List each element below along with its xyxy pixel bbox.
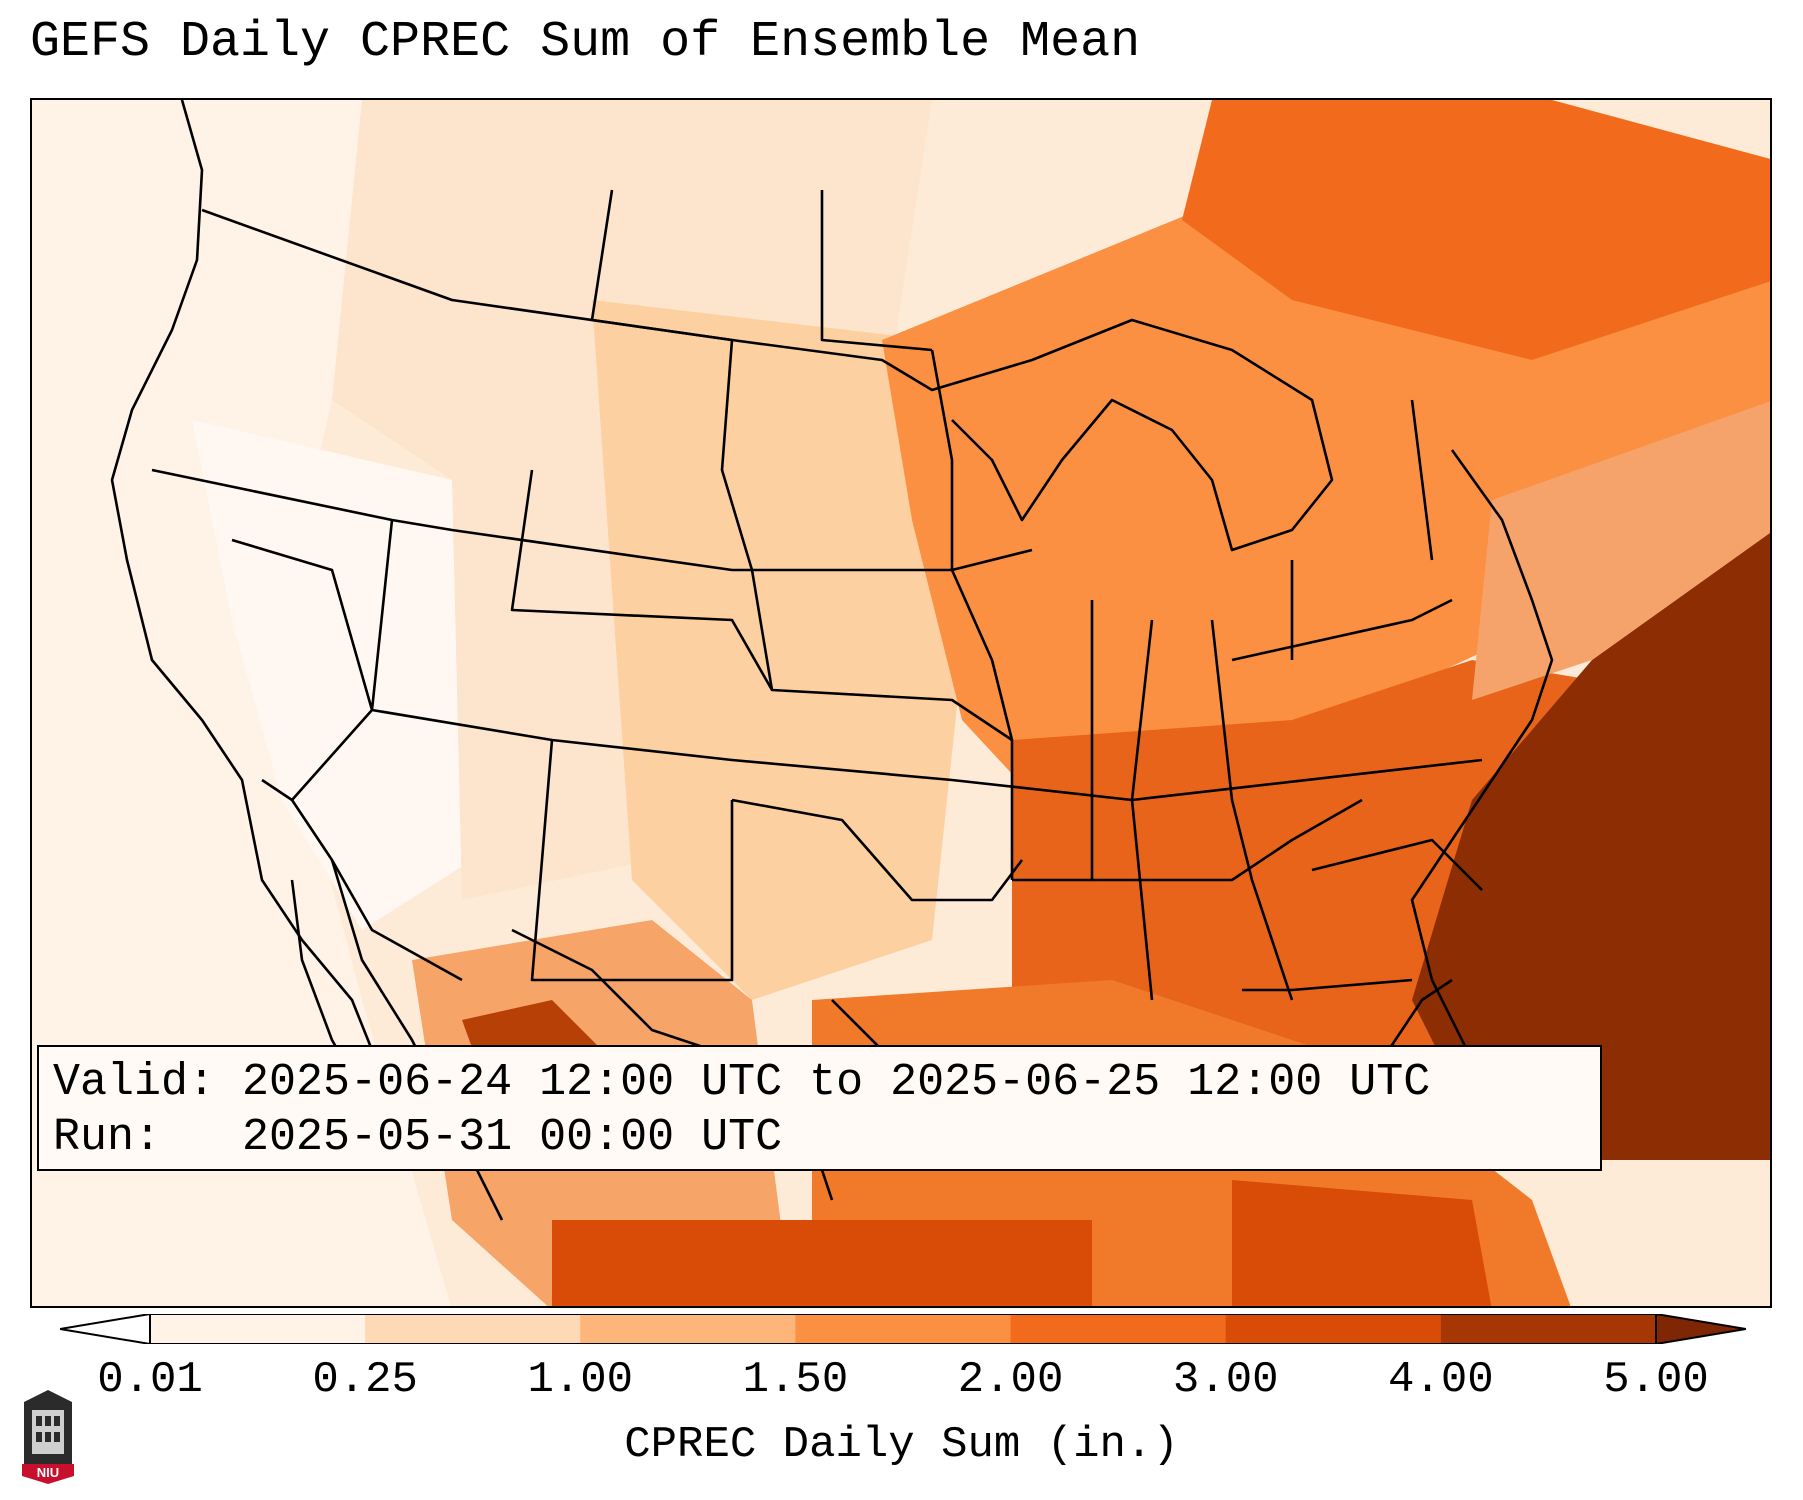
state-border-18 — [1410, 399, 1434, 561]
field-caribbean-strip — [1232, 1180, 1492, 1306]
great-lakes — [951, 318, 1334, 552]
state-border-3 — [261, 778, 463, 982]
state-border-8 — [720, 339, 774, 691]
logo-text: NIU — [37, 1465, 59, 1480]
state-border-10 — [530, 739, 734, 982]
state-border-12 — [1012, 798, 1363, 882]
colorbar-bin — [1225, 1314, 1442, 1344]
state-border-14 — [1130, 619, 1154, 1001]
state-border-15 — [1210, 619, 1294, 1001]
state-border-2 — [231, 538, 374, 801]
valid-run-box: Valid: 2025-06-24 12:00 UTC to 2025-06-2… — [37, 1045, 1602, 1171]
colorbar — [60, 1314, 1746, 1344]
niu-logo: NIU — [22, 1390, 74, 1484]
colorbar-tick-label: 1.50 — [742, 1355, 849, 1405]
colorbar-bin — [1440, 1314, 1657, 1344]
field-canada-east — [1182, 100, 1770, 360]
colorbar-tick-labels: 0.01 0.25 1.00 1.50 2.00 3.00 4.00 5.00 — [0, 1355, 1803, 1415]
state-border-7 — [820, 190, 933, 352]
colorbar-bin — [150, 1314, 366, 1344]
field-south-strip — [552, 1220, 1092, 1306]
colorbar-bin — [795, 1314, 1012, 1344]
colorbar-tick-label: 4.00 — [1388, 1355, 1494, 1405]
state-border-20 — [1242, 978, 1413, 992]
valid-value: 2025-06-24 12:00 UTC to 2025-06-25 12:00… — [242, 1057, 1431, 1108]
colorbar-under-arrow — [60, 1314, 151, 1344]
state-border-11 — [731, 798, 1024, 902]
run-value: 2025-05-31 00:00 UTC — [242, 1112, 783, 1163]
colorbar-outline — [149, 1314, 1657, 1344]
colorbar-tick-label: 3.00 — [1172, 1355, 1279, 1405]
colorbar-tick-label: 0.25 — [312, 1355, 418, 1405]
east-coastline — [1410, 449, 1554, 1121]
field-atlantic-north — [1472, 401, 1770, 700]
state-border-6 — [590, 189, 733, 342]
colorbar-over-arrow — [1655, 1314, 1746, 1344]
colorbar-bin — [1010, 1314, 1227, 1344]
chart-title: GEFS Daily CPREC Sum of Ensemble Mean — [30, 14, 1141, 71]
colorbar-bin — [580, 1314, 796, 1344]
state-border-9 — [930, 349, 1014, 880]
colorbar-tick-label: 2.00 — [957, 1355, 1064, 1405]
map-borders — [110, 100, 1554, 1221]
colorbar-tick-label: 5.00 — [1603, 1355, 1709, 1405]
state-border-19 — [1311, 838, 1483, 891]
state-border-1 — [151, 468, 1033, 572]
colorbar-bins — [150, 1314, 1657, 1344]
colorbar-label: CPREC Daily Sum (in.) — [624, 1420, 1179, 1470]
field-great-basin — [192, 420, 472, 930]
valid-label: Valid: — [53, 1057, 216, 1108]
colorbar-tick-label: 0.01 — [97, 1355, 203, 1405]
state-border-5 — [510, 469, 1013, 742]
canada-us-border — [201, 208, 1033, 392]
field-atlantic-max — [1412, 532, 1770, 1160]
run-label: Run: — [53, 1112, 162, 1163]
field-plains — [592, 300, 962, 1000]
colorbar-bin — [365, 1314, 581, 1344]
colorbar-tick-label: 1.00 — [527, 1355, 634, 1405]
west-coastline — [110, 100, 394, 1101]
